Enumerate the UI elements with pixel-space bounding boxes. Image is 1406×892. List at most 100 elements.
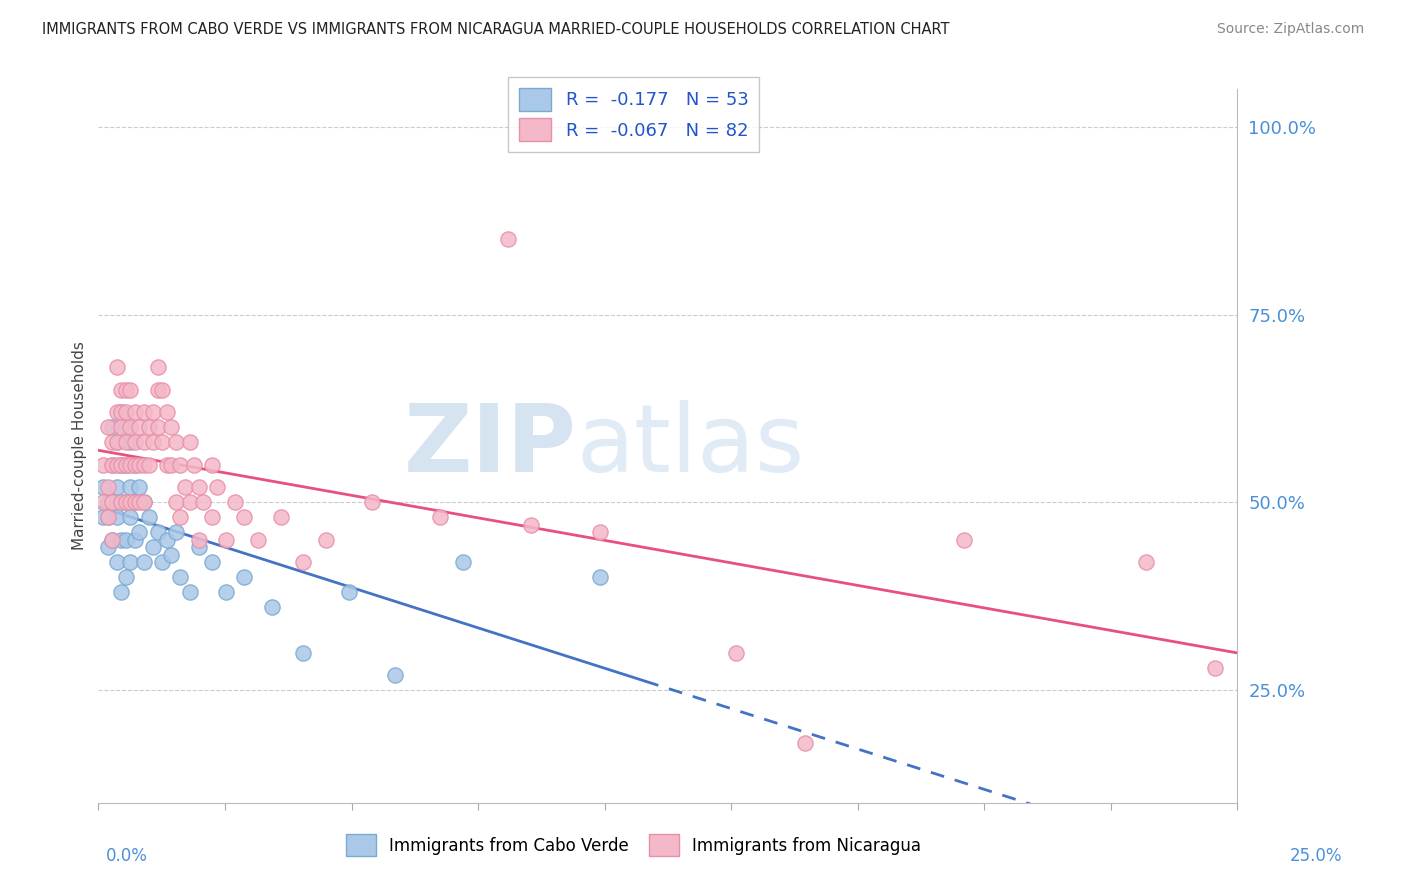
Point: [91, 480, 114, 494]
Point: [101, 533, 124, 547]
Point: [520, 517, 543, 532]
Point: [725, 646, 748, 660]
Point: [110, 495, 132, 509]
Point: [96, 510, 118, 524]
Point: [124, 435, 146, 450]
Point: [169, 570, 191, 584]
Point: [179, 495, 201, 509]
Point: [128, 420, 150, 434]
Point: [110, 585, 132, 599]
Point: [101, 495, 124, 509]
Text: Source: ZipAtlas.com: Source: ZipAtlas.com: [1216, 22, 1364, 37]
Point: [114, 405, 136, 419]
Point: [169, 510, 191, 524]
Point: [132, 405, 155, 419]
Point: [120, 420, 142, 434]
Point: [114, 495, 136, 509]
Point: [187, 480, 209, 494]
Point: [260, 600, 283, 615]
Point: [105, 480, 128, 494]
Point: [233, 570, 256, 584]
Point: [110, 458, 132, 472]
Point: [156, 458, 179, 472]
Point: [270, 510, 292, 524]
Point: [128, 480, 150, 494]
Point: [793, 736, 815, 750]
Text: IMMIGRANTS FROM CABO VERDE VS IMMIGRANTS FROM NICARAGUA MARRIED-COUPLE HOUSEHOLD: IMMIGRANTS FROM CABO VERDE VS IMMIGRANTS…: [42, 22, 949, 37]
Point: [101, 435, 124, 450]
Point: [105, 405, 128, 419]
Point: [105, 510, 128, 524]
Point: [224, 495, 246, 509]
Point: [205, 480, 228, 494]
Point: [114, 458, 136, 472]
Point: [124, 405, 146, 419]
Text: ZIP: ZIP: [404, 400, 576, 492]
Point: [187, 541, 209, 555]
Point: [114, 570, 136, 584]
Point: [165, 525, 187, 540]
Point: [132, 495, 155, 509]
Point: [315, 533, 337, 547]
Point: [201, 510, 224, 524]
Point: [953, 533, 976, 547]
Text: atlas: atlas: [576, 400, 806, 492]
Point: [114, 495, 136, 509]
Point: [120, 480, 142, 494]
Point: [114, 533, 136, 547]
Point: [246, 533, 269, 547]
Point: [160, 458, 183, 472]
Point: [105, 435, 128, 450]
Point: [124, 458, 146, 472]
Point: [360, 495, 382, 509]
Point: [1135, 556, 1157, 570]
Point: [201, 556, 224, 570]
Point: [215, 533, 238, 547]
Point: [142, 541, 165, 555]
Point: [96, 510, 118, 524]
Point: [150, 556, 173, 570]
Point: [165, 495, 187, 509]
Point: [101, 458, 124, 472]
Point: [128, 525, 150, 540]
Point: [146, 525, 169, 540]
Point: [101, 495, 124, 509]
Point: [128, 458, 150, 472]
Point: [292, 556, 315, 570]
Point: [110, 405, 132, 419]
Point: [169, 458, 191, 472]
Y-axis label: Married-couple Households: Married-couple Households: [72, 342, 87, 550]
Point: [183, 458, 205, 472]
Point: [96, 420, 118, 434]
Point: [142, 405, 165, 419]
Point: [124, 495, 146, 509]
Point: [150, 383, 173, 397]
Point: [114, 420, 136, 434]
Point: [101, 533, 124, 547]
Point: [96, 541, 118, 555]
Point: [233, 510, 256, 524]
Point: [588, 525, 610, 540]
Point: [110, 533, 132, 547]
Point: [215, 585, 238, 599]
Point: [120, 556, 142, 570]
Text: 25.0%: 25.0%: [1291, 847, 1343, 864]
Point: [120, 435, 142, 450]
Point: [96, 495, 118, 509]
Point: [187, 533, 209, 547]
Point: [110, 383, 132, 397]
Point: [160, 548, 183, 562]
Point: [138, 420, 160, 434]
Point: [174, 480, 197, 494]
Point: [498, 232, 520, 246]
Point: [128, 495, 150, 509]
Point: [120, 495, 142, 509]
Point: [110, 495, 132, 509]
Point: [451, 556, 474, 570]
Point: [120, 510, 142, 524]
Text: 0.0%: 0.0%: [105, 847, 148, 864]
Point: [138, 458, 160, 472]
Point: [132, 495, 155, 509]
Point: [146, 383, 169, 397]
Point: [124, 533, 146, 547]
